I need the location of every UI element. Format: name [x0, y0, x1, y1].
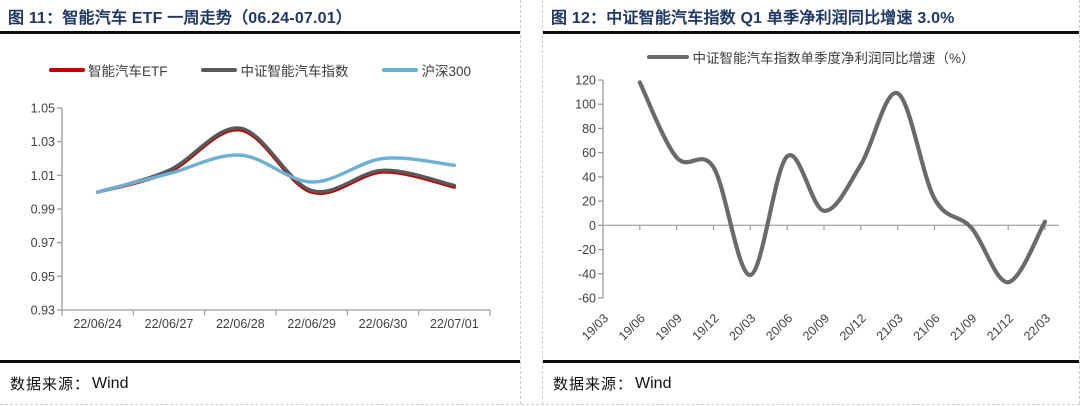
svg-text:22/07/01: 22/07/01 [430, 317, 479, 331]
legend-label: 智能汽车ETF [87, 64, 168, 79]
page-title: 图 12：中证智能汽车指数 Q1 单季净利润同比增速 3.0% [551, 9, 955, 27]
svg-text:22/06/28: 22/06/28 [216, 317, 265, 331]
svg-text:0: 0 [589, 219, 596, 233]
svg-text:19/09: 19/09 [653, 311, 685, 343]
legend-item: 中证智能汽车指数单季度净利润同比增速（%） [647, 47, 975, 67]
svg-text:1.05: 1.05 [31, 102, 55, 116]
svg-text:22/06/24: 22/06/24 [73, 317, 122, 331]
legend-label: 沪深300 [421, 64, 472, 79]
svg-text:100: 100 [575, 98, 596, 112]
source-value: Wind [92, 374, 129, 392]
svg-text:19/12: 19/12 [690, 311, 722, 343]
etf-chart-area: 智能汽车ETF 中证智能汽车指数 沪深300 0.93 0.95 0.97 0.99 1… [0, 34, 520, 360]
panel-title-row: 图 11：智能汽车 ETF 一周走势（06.24-07.01） [0, 0, 520, 34]
svg-text:20/09: 20/09 [800, 311, 832, 343]
line-swatch-icon [201, 68, 238, 72]
source-label: 数据来源： [10, 377, 91, 393]
line-swatch-icon [647, 55, 690, 59]
legend-item: 中证智能汽车指数 [201, 60, 348, 80]
svg-text:22/06/30: 22/06/30 [359, 317, 408, 331]
svg-text:22/03: 22/03 [1021, 311, 1053, 343]
source-row: 数据来源： Wind [0, 360, 520, 404]
panel-divider [521, 0, 542, 404]
profit-chart-area: 中证智能汽车指数单季度净利润同比增速（%） -60 -40 -20 0 20 40 60 80… [543, 34, 1079, 360]
svg-text:19/06: 19/06 [616, 311, 648, 343]
svg-text:20/06: 20/06 [763, 311, 795, 343]
svg-text:1.01: 1.01 [31, 169, 55, 183]
legend-label: 中证智能汽车指数 [240, 64, 349, 79]
line-swatch-icon [48, 68, 85, 72]
panel-profit-growth: 图 12：中证智能汽车指数 Q1 单季净利润同比增速 3.0% 中证智能汽车指数… [542, 0, 1080, 404]
line-swatch-icon [382, 68, 419, 72]
svg-text:1.03: 1.03 [31, 135, 55, 149]
legend: 中证智能汽车指数单季度净利润同比增速（%） [543, 47, 1079, 67]
etf-line-chart: 0.93 0.95 0.97 0.99 1.01 1.03 1.05 22/06/24 22/0… [31, 102, 491, 331]
panel-title-row: 图 12：中证智能汽车指数 Q1 单季净利润同比增速 3.0% [543, 0, 1079, 34]
source-row: 数据来源： Wind [543, 360, 1079, 404]
svg-text:22/06/29: 22/06/29 [287, 317, 336, 331]
source-label: 数据来源： [553, 377, 634, 393]
svg-text:80: 80 [582, 122, 596, 136]
legend-label: 中证智能汽车指数单季度净利润同比增速（%） [692, 51, 975, 66]
svg-text:21/09: 21/09 [947, 311, 979, 343]
page-title: 图 11：智能汽车 ETF 一周走势（06.24-07.01） [8, 9, 353, 27]
svg-text:21/03: 21/03 [874, 311, 906, 343]
svg-text:21/06: 21/06 [911, 311, 943, 343]
svg-text:21/12: 21/12 [984, 311, 1016, 343]
svg-text:20/03: 20/03 [726, 311, 758, 343]
svg-text:40: 40 [582, 170, 596, 184]
svg-text:0.93: 0.93 [31, 304, 55, 318]
profit-growth-line-chart: -60 -40 -20 0 20 40 60 80 100 120 19/03 19/06 19/09 1… [575, 74, 1059, 343]
svg-text:19/03: 19/03 [579, 311, 611, 343]
svg-text:20: 20 [582, 195, 596, 209]
svg-text:0.97: 0.97 [31, 236, 55, 250]
svg-text:0.95: 0.95 [31, 270, 55, 284]
source-value: Wind [635, 374, 672, 392]
svg-text:0.99: 0.99 [31, 203, 55, 217]
svg-text:20/12: 20/12 [837, 311, 869, 343]
legend-item: 智能汽车ETF [48, 60, 168, 80]
svg-text:-20: -20 [578, 243, 596, 257]
svg-text:120: 120 [575, 74, 596, 88]
svg-text:-40: -40 [578, 267, 596, 281]
panel-etf-week-trend: 图 11：智能汽车 ETF 一周走势（06.24-07.01） 智能汽车ETF … [0, 0, 521, 404]
legend-item: 沪深300 [382, 60, 471, 80]
legend: 智能汽车ETF 中证智能汽车指数 沪深300 [0, 60, 520, 80]
svg-text:22/06/27: 22/06/27 [145, 317, 194, 331]
svg-text:-60: -60 [578, 292, 596, 306]
svg-text:60: 60 [582, 146, 596, 160]
